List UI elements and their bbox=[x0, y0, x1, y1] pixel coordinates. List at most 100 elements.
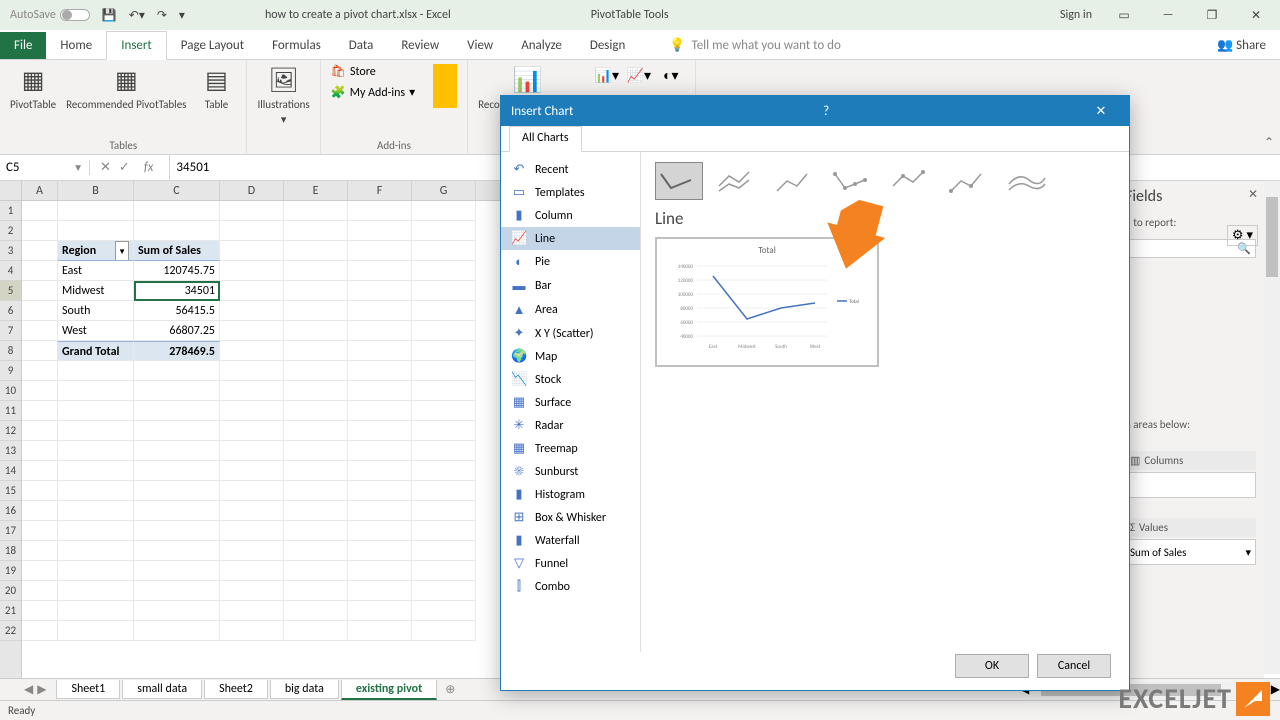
cell[interactable] bbox=[134, 401, 220, 421]
columns-drop-area[interactable] bbox=[1125, 472, 1256, 498]
chart-category-treemap[interactable]: ▦Treemap bbox=[501, 437, 640, 460]
cell[interactable] bbox=[22, 301, 58, 321]
cell[interactable] bbox=[22, 581, 58, 601]
cell[interactable]: 278469.5 bbox=[134, 341, 220, 361]
column-chart-icon[interactable]: 📊▾ bbox=[593, 64, 621, 86]
column-header[interactable]: D bbox=[220, 181, 284, 200]
cell[interactable] bbox=[134, 601, 220, 621]
sheet-tab[interactable]: small data bbox=[122, 680, 202, 699]
cell[interactable] bbox=[22, 201, 58, 221]
tab-file[interactable]: File bbox=[0, 32, 46, 59]
cell[interactable] bbox=[284, 541, 348, 561]
tab-design[interactable]: Design bbox=[576, 32, 639, 59]
cell[interactable] bbox=[58, 561, 134, 581]
cell[interactable] bbox=[134, 521, 220, 541]
cell[interactable] bbox=[412, 401, 476, 421]
cell[interactable] bbox=[220, 541, 284, 561]
cell[interactable] bbox=[134, 621, 220, 641]
cell[interactable] bbox=[284, 521, 348, 541]
select-all-triangle[interactable] bbox=[0, 181, 22, 201]
cell[interactable] bbox=[58, 381, 134, 401]
autosave-toggle[interactable]: AutoSave bbox=[10, 8, 90, 22]
chart-category-column[interactable]: ▮Column bbox=[501, 204, 640, 227]
row-header[interactable]: 18 bbox=[0, 541, 21, 561]
cell[interactable]: Grand Total bbox=[58, 341, 134, 361]
cell[interactable] bbox=[348, 381, 412, 401]
chart-category-histogram[interactable]: ▮Histogram bbox=[501, 483, 640, 506]
cell[interactable] bbox=[284, 401, 348, 421]
cell[interactable] bbox=[220, 441, 284, 461]
line-subtype-7[interactable] bbox=[1003, 162, 1051, 200]
cell[interactable] bbox=[284, 301, 348, 321]
cell[interactable] bbox=[220, 521, 284, 541]
cell[interactable] bbox=[284, 421, 348, 441]
cell[interactable] bbox=[284, 621, 348, 641]
cell[interactable] bbox=[348, 521, 412, 541]
cell[interactable] bbox=[284, 341, 348, 361]
cell[interactable] bbox=[58, 501, 134, 521]
cell[interactable] bbox=[412, 301, 476, 321]
chart-category-radar[interactable]: ✳Radar bbox=[501, 414, 640, 437]
store-button[interactable]: 🛍Store bbox=[331, 64, 415, 79]
cell[interactable] bbox=[412, 201, 476, 221]
sheet-tab-active[interactable]: existing pivot bbox=[341, 680, 437, 700]
tab-review[interactable]: Review bbox=[387, 32, 453, 59]
sheet-tab[interactable]: Sheet2 bbox=[204, 680, 268, 699]
cell[interactable] bbox=[412, 481, 476, 501]
enter-formula-icon[interactable]: ✓ bbox=[119, 160, 130, 175]
chart-category-combo[interactable]: ⫿Combo bbox=[501, 575, 640, 598]
chart-category-sunburst[interactable]: ☀Sunburst bbox=[501, 460, 640, 483]
row-header[interactable]: 3 bbox=[0, 241, 21, 261]
cell[interactable] bbox=[22, 461, 58, 481]
row-header[interactable]: 22 bbox=[0, 621, 21, 641]
cell[interactable] bbox=[412, 621, 476, 641]
chart-category-pie[interactable]: ◐Pie bbox=[501, 250, 640, 274]
cell[interactable] bbox=[220, 421, 284, 441]
undo-icon[interactable]: ↶▾ bbox=[129, 8, 145, 23]
cell[interactable] bbox=[22, 501, 58, 521]
line-subtype-6[interactable] bbox=[945, 162, 993, 200]
row-header[interactable]: 8 bbox=[0, 341, 21, 361]
cell[interactable] bbox=[284, 481, 348, 501]
cell[interactable] bbox=[22, 561, 58, 581]
cell[interactable] bbox=[348, 281, 412, 301]
column-header[interactable]: F bbox=[348, 181, 412, 200]
row-header[interactable]: 10 bbox=[0, 381, 21, 401]
row-header[interactable]: 14 bbox=[0, 461, 21, 481]
cell[interactable]: South bbox=[58, 301, 134, 321]
cell[interactable] bbox=[58, 401, 134, 421]
cell[interactable] bbox=[284, 561, 348, 581]
cell[interactable] bbox=[284, 201, 348, 221]
pie-chart-icon[interactable]: ◐▾ bbox=[657, 64, 685, 86]
row-header[interactable]: 20 bbox=[0, 581, 21, 601]
cell[interactable] bbox=[220, 341, 284, 361]
dialog-help-icon[interactable]: ? bbox=[823, 104, 829, 119]
row-header[interactable]: 2 bbox=[0, 221, 21, 241]
cell[interactable] bbox=[58, 521, 134, 541]
cell[interactable] bbox=[412, 561, 476, 581]
sheet-tab[interactable]: Sheet1 bbox=[56, 680, 120, 699]
cell[interactable] bbox=[220, 561, 284, 581]
cell[interactable] bbox=[220, 601, 284, 621]
cell[interactable] bbox=[348, 341, 412, 361]
maximize-icon[interactable]: ❐ bbox=[1200, 8, 1224, 23]
cell[interactable] bbox=[412, 261, 476, 281]
fx-icon[interactable]: fx bbox=[138, 160, 160, 175]
cell[interactable] bbox=[22, 361, 58, 381]
cell[interactable] bbox=[220, 581, 284, 601]
tab-analyze[interactable]: Analyze bbox=[507, 32, 576, 59]
cell[interactable] bbox=[22, 621, 58, 641]
cell[interactable] bbox=[348, 601, 412, 621]
share-button[interactable]: 👥 Share bbox=[1203, 32, 1280, 59]
cell[interactable]: Region▼ bbox=[58, 241, 134, 261]
cell[interactable] bbox=[220, 301, 284, 321]
dialog-tab-all-charts[interactable]: All Charts bbox=[509, 126, 582, 152]
cell[interactable] bbox=[284, 321, 348, 341]
ribbon-options-icon[interactable]: ▭ bbox=[1112, 8, 1136, 23]
cell[interactable] bbox=[412, 421, 476, 441]
cell[interactable] bbox=[412, 501, 476, 521]
column-header[interactable]: C bbox=[134, 181, 220, 200]
cell[interactable] bbox=[58, 221, 134, 241]
chart-category-surface[interactable]: ▦Surface bbox=[501, 391, 640, 414]
chart-category-boxwhisker[interactable]: ⊞Box & Whisker bbox=[501, 506, 640, 529]
